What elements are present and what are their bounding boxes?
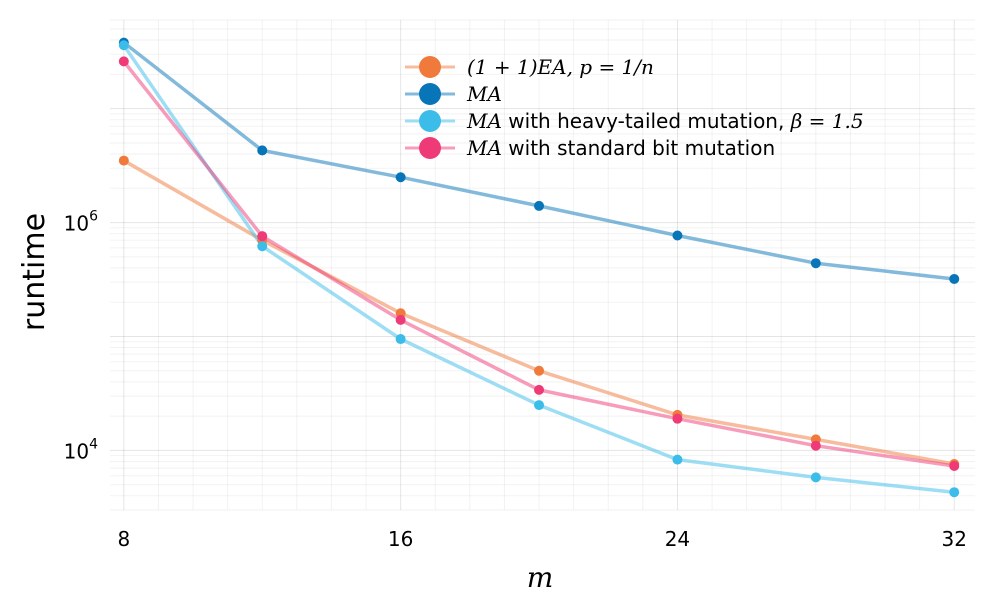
series-1-point-2 [395,172,406,183]
legend-label-3: MA with standard bit mutation [466,136,775,160]
series-3-point-0 [118,56,129,67]
grid-minor [110,19,975,511]
x-tick-label: 32 [942,527,967,551]
y-tick-label: 106 [64,209,98,236]
series-3-point-6 [949,461,960,472]
series-3-point-1 [257,231,268,242]
series-0-point-3 [534,365,545,376]
series-2-point-0 [118,40,129,51]
series-3-point-2 [395,314,406,325]
legend-marker-2 [419,110,441,132]
series-2-point-6 [949,487,960,498]
series-1-point-6 [949,273,960,284]
legend-label-0: (1 + 1)EA, p = 1/n [467,55,654,79]
x-tick-label: 8 [117,527,130,551]
series-1-point-1 [257,145,268,156]
y-axis-title: runtime [17,213,52,331]
series-3-point-3 [534,384,545,395]
series-3-point-4 [672,413,683,424]
legend-marker-3 [419,137,441,159]
y-tick-labels: 104 106 [64,209,98,464]
series-2-point-2 [395,334,406,345]
series-points [118,37,960,498]
grid-major [110,20,975,510]
series-2-point-4 [672,454,683,465]
x-tick-labels: 8 16 24 32 [117,527,966,551]
x-tick-label: 24 [665,527,690,551]
series-1-point-5 [810,258,821,269]
series-2-point-5 [810,472,821,483]
legend-marker-1 [419,83,441,105]
legend-label-2: MA with heavy-tailed mutation, β = 1.5 [466,109,864,133]
legend: (1 + 1)EA, p = 1/n MA MA with heavy-tailed… [405,55,864,160]
series-1-point-4 [672,230,683,241]
x-tick-label: 16 [388,527,413,551]
series-2-point-1 [257,241,268,252]
legend-marker-0 [419,56,441,78]
legend-label-1: MA [466,82,502,106]
series-3-point-5 [810,440,821,451]
series-2-point-3 [534,400,545,411]
series-0-point-0 [118,155,129,166]
x-axis-title: m [527,561,554,594]
series-1-point-3 [534,200,545,211]
y-tick-label: 104 [64,436,98,463]
